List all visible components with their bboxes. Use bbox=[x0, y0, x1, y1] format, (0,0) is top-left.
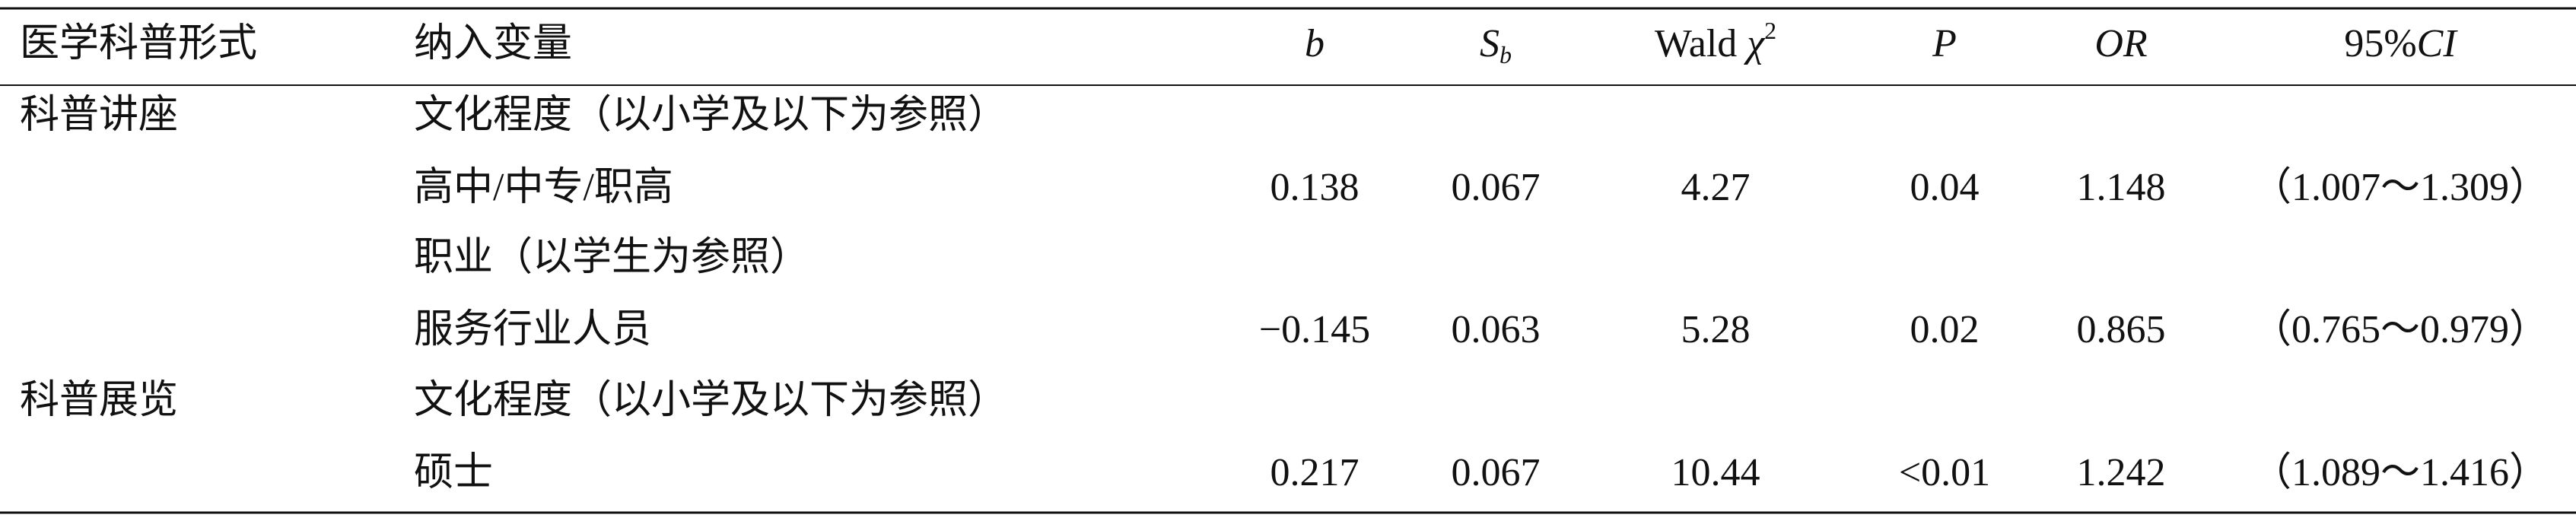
header-cell: b bbox=[1305, 22, 1325, 65]
header-cell: 95%CI bbox=[2344, 22, 2458, 65]
header-text: 2 bbox=[1764, 17, 1776, 44]
table-cell: −0.145 bbox=[1259, 308, 1370, 351]
table-cell: 0.063 bbox=[1452, 308, 1541, 351]
header-text: b bbox=[1305, 22, 1325, 65]
header-cell: OR bbox=[2094, 22, 2147, 65]
table-cell: 0.067 bbox=[1452, 451, 1541, 494]
table-cell: 科普讲座 bbox=[20, 94, 178, 137]
table-cell: 0.865 bbox=[2077, 308, 2166, 351]
header-text: 纳入变量 bbox=[414, 22, 572, 65]
table-cell: 文化程度（以小学及以下为参照） bbox=[414, 94, 1007, 137]
header-text: CI bbox=[2417, 22, 2459, 65]
header-text: 95% bbox=[2344, 22, 2416, 65]
table-cell: 4.27 bbox=[1681, 166, 1751, 209]
table-cell: 0.02 bbox=[1910, 308, 1980, 351]
table-cell: 0.217 bbox=[1271, 451, 1360, 494]
table-cell: 高中/中专/职高 bbox=[414, 166, 673, 209]
table-cell: （1.007～1.309） bbox=[2252, 166, 2549, 209]
table-cell: 10.44 bbox=[1671, 451, 1760, 494]
header-cell: 医学科普形式 bbox=[20, 22, 257, 65]
table-cell: 0.067 bbox=[1452, 166, 1541, 209]
table-cell: 0.04 bbox=[1910, 166, 1980, 209]
table-cell: 1.242 bbox=[2077, 451, 2166, 494]
header-text: b bbox=[1499, 41, 1512, 68]
table-cell: 服务行业人员 bbox=[414, 308, 651, 351]
header-text: S bbox=[1480, 22, 1499, 65]
header-text: χ bbox=[1743, 22, 1765, 65]
header-text: Wald bbox=[1655, 22, 1747, 65]
table-cell: 5.28 bbox=[1681, 308, 1751, 351]
table-cell: 职业（以学生为参照） bbox=[414, 236, 809, 279]
header-cell: P bbox=[1932, 22, 1957, 65]
table-cell: <0.01 bbox=[1899, 451, 1990, 494]
header-text: 医学科普形式 bbox=[20, 22, 257, 65]
header-text: OR bbox=[2094, 22, 2147, 65]
header-cell: 纳入变量 bbox=[414, 22, 572, 65]
header-text: P bbox=[1932, 22, 1957, 65]
table-cell: 科普展览 bbox=[20, 379, 178, 422]
header-cell: Wald χ2 bbox=[1655, 17, 1776, 65]
table-cell: 1.148 bbox=[2077, 166, 2166, 209]
table-cell: 文化程度（以小学及以下为参照） bbox=[414, 379, 1007, 422]
header-cell: Sb bbox=[1480, 22, 1512, 68]
table-cell: （1.089～1.416） bbox=[2252, 451, 2549, 494]
table-cell: 0.138 bbox=[1271, 166, 1360, 209]
table-cell: 硕士 bbox=[414, 451, 493, 494]
table-cell: （0.765～0.979） bbox=[2252, 308, 2549, 351]
